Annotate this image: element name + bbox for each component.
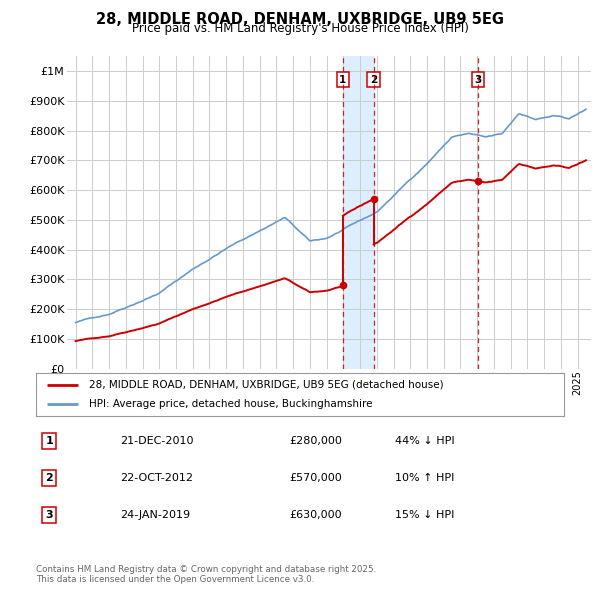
Text: £630,000: £630,000	[289, 510, 342, 520]
28, MIDDLE ROAD, DENHAM, UXBRIDGE, UB9 5EG (detached house)	[392, 225, 399, 232]
Text: 28, MIDDLE ROAD, DENHAM, UXBRIDGE, UB9 5EG (detached house): 28, MIDDLE ROAD, DENHAM, UXBRIDGE, UB9 5…	[89, 379, 443, 389]
Text: HPI: Average price, detached house, Buckinghamshire: HPI: Average price, detached house, Buck…	[89, 399, 372, 409]
28, MIDDLE ROAD, DENHAM, UXBRIDGE, UB9 5EG (detached house)	[346, 208, 353, 215]
28, MIDDLE ROAD, DENHAM, UXBRIDGE, UB9 5EG (detached house)	[72, 337, 79, 345]
Text: 2: 2	[46, 473, 53, 483]
HPI: Average price, detached house, Buckinghamshire: (2.02e+03, 7.5e+05): Average price, detached house, Buckingha…	[440, 142, 448, 149]
Text: 15% ↓ HPI: 15% ↓ HPI	[395, 510, 454, 520]
28, MIDDLE ROAD, DENHAM, UXBRIDGE, UB9 5EG (detached house)	[526, 163, 533, 171]
Text: 22-OCT-2012: 22-OCT-2012	[121, 473, 193, 483]
Text: £280,000: £280,000	[289, 436, 343, 445]
Text: 1: 1	[46, 436, 53, 445]
Line: HPI: Average price, detached house, Buckinghamshire: HPI: Average price, detached house, Buck…	[76, 109, 586, 323]
Text: 24-JAN-2019: 24-JAN-2019	[121, 510, 191, 520]
HPI: Average price, detached house, Buckinghamshire: (2e+03, 4.32e+05): Average price, detached house, Buckingha…	[238, 237, 245, 244]
Text: 3: 3	[46, 510, 53, 520]
Text: £570,000: £570,000	[289, 473, 342, 483]
Text: 21-DEC-2010: 21-DEC-2010	[121, 436, 194, 445]
28, MIDDLE ROAD, DENHAM, UXBRIDGE, UB9 5EG (detached house)	[338, 283, 345, 290]
28, MIDDLE ROAD, DENHAM, UXBRIDGE, UB9 5EG (detached house)	[136, 325, 143, 332]
Text: 2: 2	[370, 75, 377, 85]
HPI: Average price, detached house, Buckinghamshire: (2e+03, 1.55e+05): Average price, detached house, Buckingha…	[72, 319, 79, 326]
HPI: Average price, detached house, Buckinghamshire: (2.01e+03, 4.95e+05): Average price, detached house, Buckingha…	[274, 218, 281, 225]
HPI: Average price, detached house, Buckinghamshire: (2.03e+03, 8.72e+05): Average price, detached house, Buckingha…	[583, 106, 590, 113]
Text: 10% ↑ HPI: 10% ↑ HPI	[395, 473, 454, 483]
Text: 28, MIDDLE ROAD, DENHAM, UXBRIDGE, UB9 5EG: 28, MIDDLE ROAD, DENHAM, UXBRIDGE, UB9 5…	[96, 12, 504, 27]
HPI: Average price, detached house, Buckinghamshire: (2e+03, 2.21e+05): Average price, detached house, Buckingha…	[133, 300, 140, 307]
Bar	[343, 56, 374, 369]
Text: Price paid vs. HM Land Registry's House Price Index (HPI): Price paid vs. HM Land Registry's House …	[131, 22, 469, 35]
Text: 44% ↓ HPI: 44% ↓ HPI	[395, 436, 455, 445]
Text: 1: 1	[339, 75, 346, 85]
Line: 28, MIDDLE ROAD, DENHAM, UXBRIDGE, UB9 5EG (detached house): 28, MIDDLE ROAD, DENHAM, UXBRIDGE, UB9 5…	[76, 160, 586, 341]
HPI: Average price, detached house, Buckinghamshire: (2.02e+03, 7.59e+05): Average price, detached house, Buckingha…	[443, 139, 450, 146]
28, MIDDLE ROAD, DENHAM, UXBRIDGE, UB9 5EG (detached house)	[583, 157, 590, 164]
Text: Contains HM Land Registry data © Crown copyright and database right 2025.
This d: Contains HM Land Registry data © Crown c…	[36, 565, 376, 584]
Text: 3: 3	[475, 75, 482, 85]
28, MIDDLE ROAD, DENHAM, UXBRIDGE, UB9 5EG (detached house)	[491, 178, 499, 185]
HPI: Average price, detached house, Buckinghamshire: (2.01e+03, 5.91e+05): Average price, detached house, Buckingha…	[393, 189, 400, 196]
